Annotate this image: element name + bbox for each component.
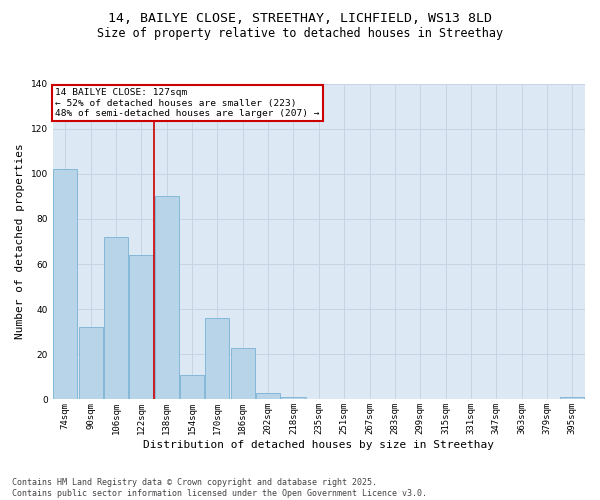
Y-axis label: Number of detached properties: Number of detached properties xyxy=(15,144,25,340)
Text: Contains HM Land Registry data © Crown copyright and database right 2025.
Contai: Contains HM Land Registry data © Crown c… xyxy=(12,478,427,498)
Bar xyxy=(53,169,77,400)
Bar xyxy=(155,196,179,400)
Bar xyxy=(281,397,305,400)
Text: Size of property relative to detached houses in Streethay: Size of property relative to detached ho… xyxy=(97,28,503,40)
Text: 14 BAILYE CLOSE: 127sqm
← 52% of detached houses are smaller (223)
48% of semi-d: 14 BAILYE CLOSE: 127sqm ← 52% of detache… xyxy=(55,88,320,118)
Bar xyxy=(79,327,103,400)
Bar xyxy=(130,255,154,400)
X-axis label: Distribution of detached houses by size in Streethay: Distribution of detached houses by size … xyxy=(143,440,494,450)
Text: 14, BAILYE CLOSE, STREETHAY, LICHFIELD, WS13 8LD: 14, BAILYE CLOSE, STREETHAY, LICHFIELD, … xyxy=(108,12,492,26)
Bar xyxy=(256,392,280,400)
Bar xyxy=(231,348,255,400)
Bar xyxy=(560,397,584,400)
Bar xyxy=(104,237,128,400)
Bar xyxy=(205,318,229,400)
Bar xyxy=(180,374,204,400)
